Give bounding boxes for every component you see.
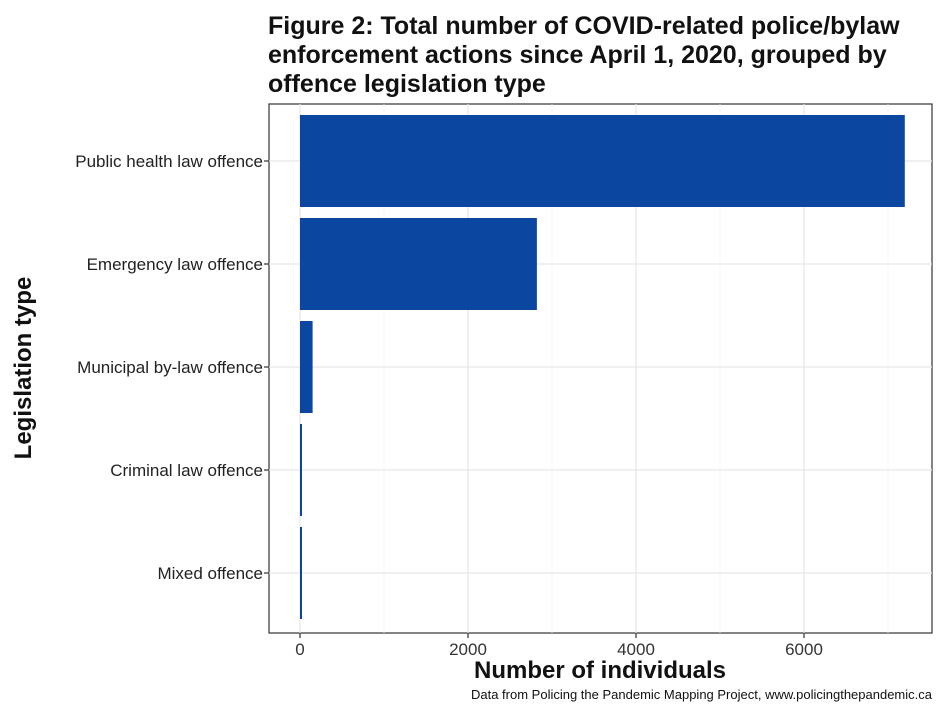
- chart-title: Figure 2: Total number of COVID-related …: [268, 12, 900, 98]
- x-tick-label: 4000: [617, 640, 655, 659]
- x-axis-title: Number of individuals: [474, 657, 726, 684]
- y-axis-ticks: Public health law offence Emergency law o…: [75, 152, 269, 583]
- bar-2: [300, 321, 313, 413]
- x-tick-label: 2000: [449, 640, 487, 659]
- bar-0: [300, 115, 905, 207]
- plot-panel-border: [268, 103, 933, 634]
- x-tick-label: 6000: [785, 640, 823, 659]
- y-axis-title: Legislation type: [10, 277, 37, 460]
- x-tick-label: 0: [295, 640, 304, 659]
- bar-3: [300, 424, 302, 516]
- bar-1: [300, 218, 537, 310]
- source-note: Data from Policing the Pandemic Mapping …: [471, 687, 933, 702]
- y-tick-label: Municipal by-law offence: [77, 358, 263, 377]
- y-tick-label: Public health law offence: [75, 152, 263, 171]
- y-tick-label: Mixed offence: [157, 564, 263, 583]
- bar-4: [300, 527, 302, 619]
- y-tick-label: Criminal law offence: [110, 461, 263, 480]
- x-axis-ticks: 0 2000 4000 6000: [295, 633, 823, 659]
- bars: [300, 115, 905, 619]
- y-tick-label: Emergency law offence: [87, 255, 263, 274]
